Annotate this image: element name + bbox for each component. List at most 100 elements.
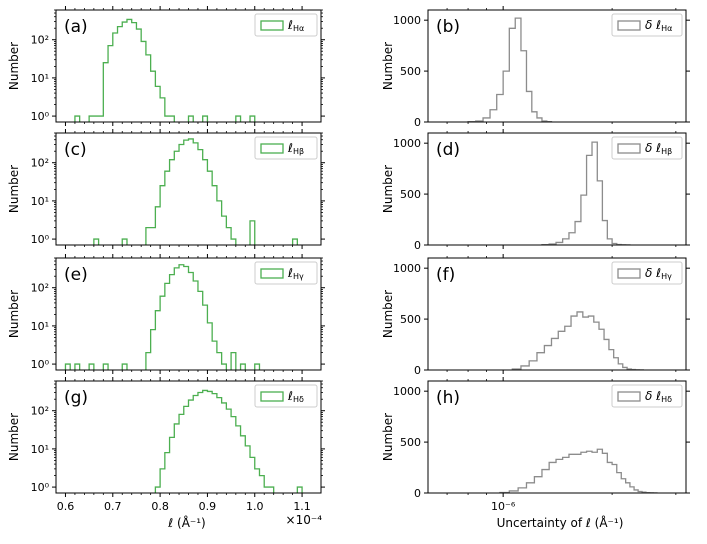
x-tick-label: 10⁻⁶ [491, 500, 516, 513]
panel-label: (a) [64, 17, 88, 37]
axes-frame [427, 257, 687, 371]
histogram-series [145, 264, 228, 370]
histogram-outlier-bin [235, 115, 242, 122]
legend-box [254, 261, 318, 285]
panel-h: 0 500 1000 10⁻⁶ Number (h) δ ℓHδ [381, 377, 690, 513]
histogram-outlier-bin [291, 238, 298, 245]
x-tick-label: 0.8 [151, 500, 169, 513]
histogram-outlier-bin [296, 486, 303, 493]
x-tick-label: 1.0 [246, 500, 264, 513]
legend-label: ℓHγ [287, 266, 304, 281]
legend-label: ℓHβ [287, 141, 304, 156]
y-tick-label: 500 [400, 436, 421, 449]
histogram-outlier-bin [121, 238, 128, 245]
panel-label: (c) [64, 140, 87, 160]
histogram-outlier-bin [187, 115, 194, 122]
histogram-outlier-bin [102, 363, 109, 370]
y-axis-label: Number [381, 413, 395, 461]
legend-label: δ ℓHγ [645, 266, 672, 281]
histogram-outlier-bin [93, 238, 100, 245]
axes-frame [427, 132, 687, 246]
right-xlabel: Uncertainty of ℓ (Å⁻¹) [497, 515, 624, 530]
y-tick-label: 0 [414, 364, 421, 377]
panel-label: (e) [64, 265, 88, 285]
histogram-outlier-bin [249, 115, 256, 122]
y-tick-label: 10¹ [31, 320, 49, 333]
legend-swatch [260, 391, 284, 402]
legend-swatch [617, 143, 641, 154]
legend-label: δ ℓHδ [645, 389, 672, 404]
y-tick-label: 1000 [393, 385, 421, 398]
y-tick-label: 10² [31, 282, 49, 295]
histogram-outlier-bin [88, 363, 95, 370]
y-tick-label: 10² [31, 157, 49, 170]
y-axis-label: Number [7, 42, 21, 90]
panel-label: (f) [436, 265, 455, 285]
y-tick-label: 10² [31, 34, 49, 47]
histogram-outlier-bin [239, 363, 246, 370]
y-tick-label: 10¹ [31, 72, 49, 85]
legend-label: ℓHδ [287, 389, 304, 404]
histogram-series [511, 311, 645, 370]
histogram-series [154, 389, 275, 493]
histogram-outlier-bin [74, 115, 81, 122]
panel-label: (d) [436, 140, 460, 160]
histogram-series [145, 138, 237, 245]
panel-e: 10⁰ 10¹ 10² Number (e) ℓHγ [7, 254, 325, 374]
histogram-outlier-bin [202, 115, 209, 122]
panel-a: 10⁰ 10¹ 10² Number (a) ℓHα [7, 6, 325, 126]
legend-swatch [617, 268, 641, 279]
y-axis-label: Number [7, 165, 21, 213]
y-tick-label: 1000 [393, 137, 421, 150]
y-axis-label: Number [7, 290, 21, 338]
legend-swatch [260, 268, 284, 279]
histogram-outlier-bin [64, 363, 71, 370]
y-tick-label: 10⁰ [31, 110, 50, 123]
panel-g: 10⁰ 10¹ 10² 0.6 0.7 0.8 0.9 1.0 1.1 Number (g) ℓHδ [7, 377, 325, 513]
histogram-outlier-bin [254, 363, 261, 370]
y-tick-label: 500 [400, 65, 421, 78]
panels-group: 10⁰ 10¹ 10² Number (a) ℓHα 0 500 1000 Number (b) δ … [7, 6, 690, 513]
histogram-series [541, 141, 631, 245]
y-axis-label: Number [7, 413, 21, 461]
histogram-series [467, 17, 553, 122]
y-tick-label: 10¹ [31, 195, 49, 208]
histogram-outlier-bin [249, 220, 256, 245]
left-xlabel: ℓ (Å⁻¹) [167, 515, 206, 530]
axes-frame [427, 9, 687, 123]
y-axis-label: Number [381, 290, 395, 338]
x-tick-label: 1.1 [293, 500, 311, 513]
x-tick-label: 0.6 [57, 500, 75, 513]
left-offset-text: ×10⁻⁴ [286, 513, 323, 527]
panel-b: 0 500 1000 Number (b) δ ℓHα [381, 6, 690, 129]
y-tick-label: 500 [400, 313, 421, 326]
panel-d: 0 500 1000 Number (d) δ ℓHβ [381, 129, 690, 252]
legend-box [254, 384, 318, 408]
histogram-series [499, 448, 658, 493]
legend-box [254, 136, 318, 160]
y-tick-label: 0 [414, 116, 421, 129]
legend-box [254, 13, 318, 37]
panel-label: (h) [436, 388, 460, 408]
legend-swatch [260, 143, 284, 154]
y-tick-label: 10⁰ [31, 481, 50, 494]
histogram-outlier-bin [230, 351, 237, 370]
axes-frame [427, 380, 687, 494]
y-tick-label: 1000 [393, 14, 421, 27]
y-tick-label: 500 [400, 188, 421, 201]
legend-swatch [617, 391, 641, 402]
histogram-outlier-bin [121, 363, 128, 370]
y-tick-label: 10² [31, 405, 49, 418]
panel-c: 10⁰ 10¹ 10² Number (c) ℓHβ [7, 129, 325, 249]
x-tick-label: 0.9 [199, 500, 217, 513]
y-tick-label: 0 [414, 487, 421, 500]
y-tick-label: 10⁰ [31, 233, 50, 246]
legend-swatch [260, 20, 284, 31]
legend-swatch [617, 20, 641, 31]
histogram-outlier-bin [74, 363, 81, 370]
y-tick-label: 10¹ [31, 443, 49, 456]
y-axis-label: Number [381, 165, 395, 213]
panel-label: (b) [436, 17, 460, 37]
legend-label: δ ℓHα [645, 18, 672, 33]
